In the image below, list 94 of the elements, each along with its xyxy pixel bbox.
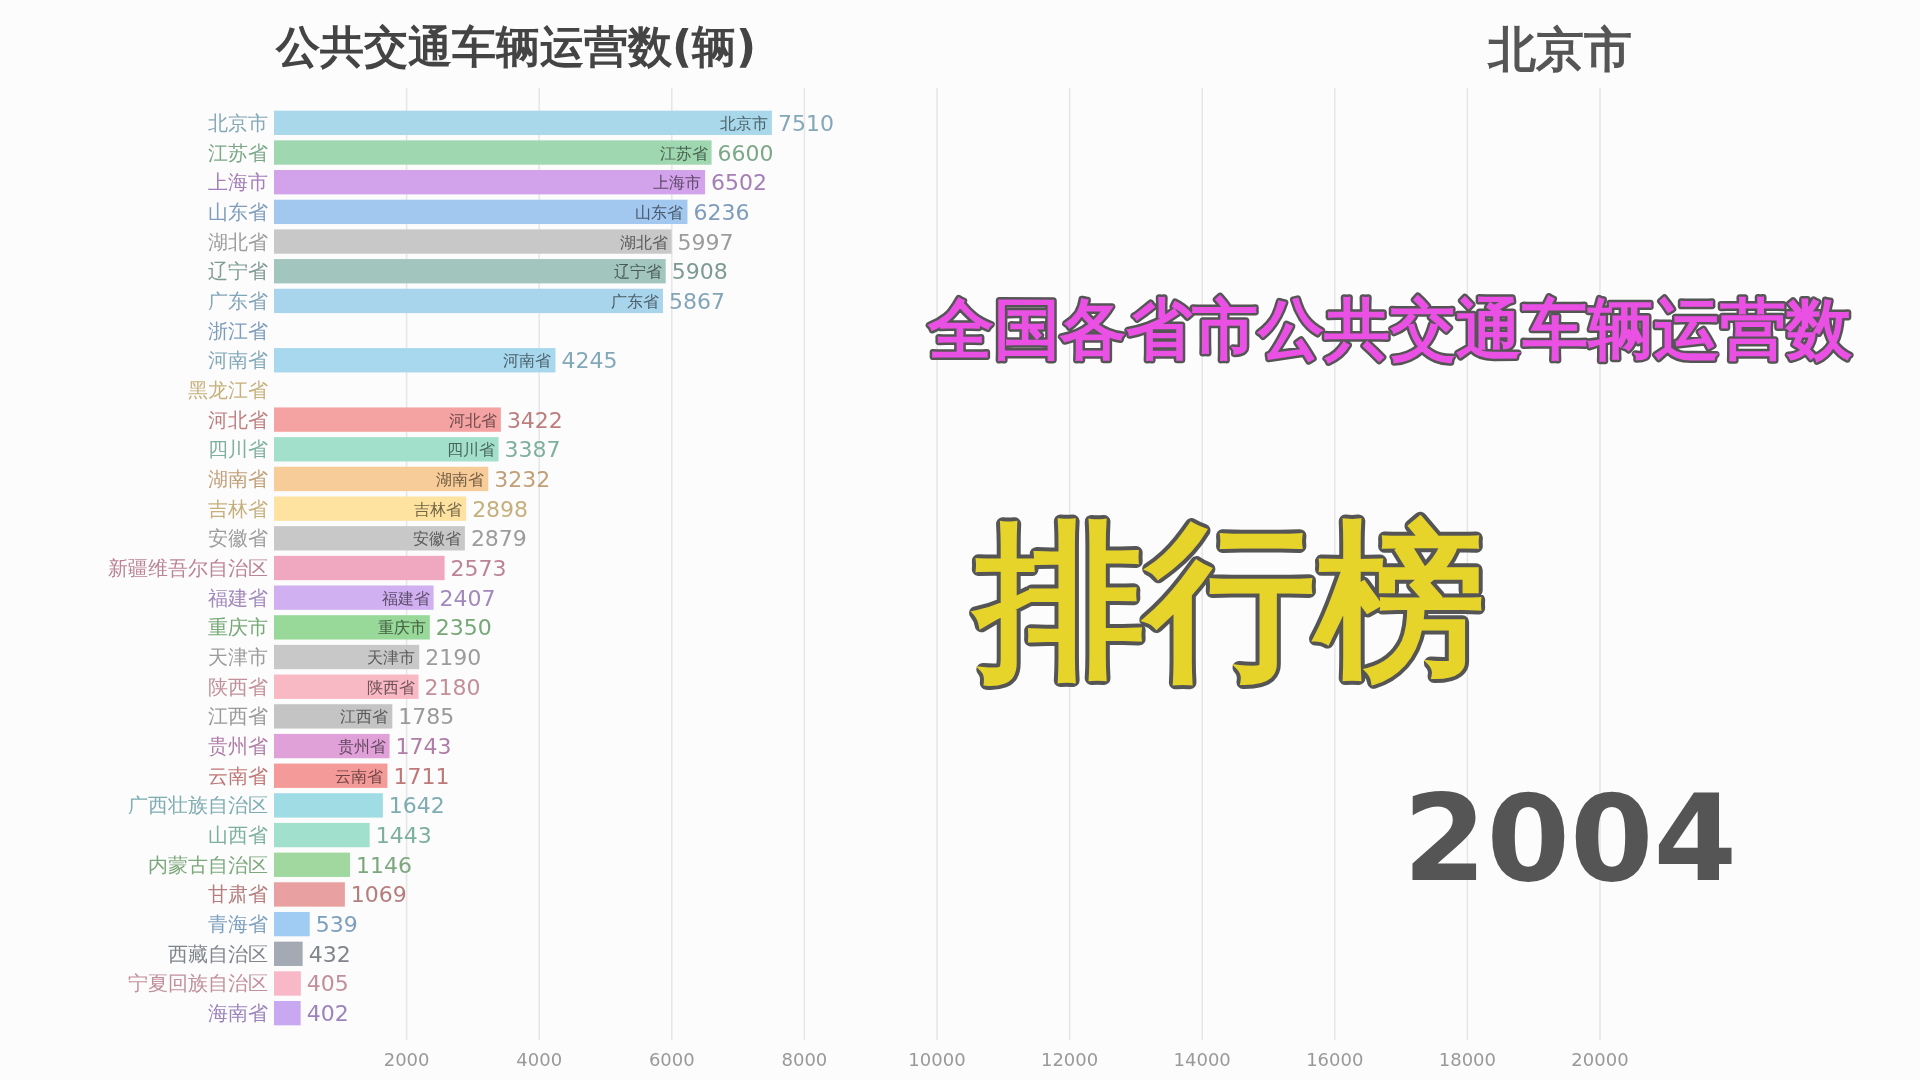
value-label: 6600	[717, 140, 774, 166]
bar-name: 湖北省	[619, 232, 668, 252]
value-label: 3232	[494, 466, 551, 492]
category-label: 新疆维吾尔自治区	[108, 556, 268, 580]
category-label: 广东省	[208, 288, 268, 313]
category-label: 山西省	[208, 823, 268, 848]
value-label: 6236	[693, 199, 750, 225]
bar-name: 天津市	[367, 648, 416, 668]
value-label: 4245	[561, 348, 618, 374]
category-label: 上海市	[208, 170, 268, 195]
value-label: 2350	[435, 615, 492, 641]
bar-name: 上海市	[653, 173, 702, 193]
value-label: 1146	[356, 852, 412, 878]
category-label: 黑龙江省	[188, 377, 268, 402]
annotation: 全国各省市公共交通车辆运营数	[928, 291, 1852, 368]
category-label: 广西壮族自治区	[128, 793, 268, 818]
xtick-label: 16000	[1306, 1049, 1364, 1070]
value-label: 2879	[470, 526, 527, 552]
value-label: 2190	[425, 645, 482, 671]
value-label: 405	[306, 971, 349, 997]
category-label: 江西省	[208, 704, 268, 729]
bar-name: 贵州省	[337, 737, 386, 757]
xtick-label: 4000	[516, 1049, 563, 1070]
value-label: 402	[306, 1001, 349, 1027]
xtick-label: 18000	[1438, 1049, 1497, 1070]
annotation: 2004	[1403, 769, 1737, 908]
value-label: 1785	[398, 704, 455, 730]
bar-name: 江苏省	[659, 143, 708, 163]
value-label: 1642	[388, 793, 445, 819]
category-label: 贵州省	[208, 734, 268, 759]
title: 公共交通车辆运营数(辆)	[276, 21, 757, 72]
xtick-label: 20000	[1571, 1049, 1629, 1070]
category-label: 湖北省	[208, 229, 268, 254]
value-label: 432	[308, 941, 351, 967]
category-label: 江苏省	[208, 140, 268, 165]
category-label: 海南省	[208, 1001, 268, 1026]
value-label: 5867	[669, 288, 725, 314]
bar-name: 河南省	[503, 351, 552, 371]
xtick-label: 6000	[648, 1049, 695, 1070]
category-label: 河南省	[208, 348, 268, 373]
xtick-label: 10000	[908, 1049, 966, 1070]
xtick-label: 14000	[1173, 1049, 1231, 1070]
bar-name: 云南省	[335, 766, 384, 786]
xtick-label: 8000	[781, 1049, 828, 1070]
bar-name: 辽宁省	[613, 262, 662, 282]
category-label: 湖南省	[208, 466, 268, 491]
category-label: 北京市	[208, 110, 268, 135]
category-label: 河北省	[208, 407, 268, 432]
value-label: 2180	[424, 674, 481, 700]
category-label: 青海省	[208, 912, 268, 937]
category-label: 安徽省	[208, 526, 268, 551]
value-label: 1743	[395, 734, 452, 760]
category-label: 浙江省	[208, 318, 268, 343]
bar-name: 山东省	[635, 202, 684, 222]
category-label: 内蒙古自治区	[148, 852, 268, 877]
bar-name: 福建省	[381, 588, 430, 608]
category-label: 云南省	[208, 763, 268, 788]
category-label: 宁夏回族自治区	[128, 971, 268, 996]
xtick-label: 2000	[383, 1049, 430, 1070]
value-label: 539	[315, 912, 358, 938]
value-label: 1711	[393, 763, 450, 789]
category-label: 天津市	[208, 645, 268, 670]
value-label: 1443	[375, 823, 432, 849]
value-label: 5908	[671, 259, 728, 285]
value-label: 2573	[450, 556, 507, 581]
value-label: 3387	[504, 437, 561, 463]
value-label: 7510	[777, 110, 834, 136]
xtick-label: 12000	[1040, 1049, 1099, 1070]
bar-name: 湖南省	[436, 469, 485, 489]
bar-name: 四川省	[446, 440, 495, 460]
category-label: 吉林省	[208, 496, 268, 521]
category-label: 西藏自治区	[168, 941, 268, 966]
bar-name: 重庆市	[377, 618, 426, 638]
category-label: 四川省	[208, 437, 268, 462]
bar-name: 吉林省	[414, 499, 463, 519]
value-label: 2898	[472, 496, 529, 522]
category-label: 重庆市	[208, 615, 268, 640]
category-label: 陕西省	[208, 674, 268, 699]
value-label: 1069	[350, 882, 407, 908]
category-label: 甘肃省	[208, 882, 268, 907]
value-label: 2407	[439, 585, 496, 611]
bar-name: 江西省	[340, 707, 389, 727]
value-label: 6502	[711, 170, 768, 196]
bar-name: 安徽省	[412, 529, 461, 549]
category-label: 辽宁省	[208, 259, 268, 284]
category-label: 福建省	[208, 585, 268, 610]
annotation: 北京市	[1488, 21, 1632, 77]
bar-name: 广东省	[611, 291, 659, 311]
value-label: 3422	[506, 407, 563, 433]
bar-name: 北京市	[719, 113, 768, 133]
bar-name: 河北省	[448, 410, 497, 430]
value-label: 5997	[677, 229, 734, 255]
bar-name: 陕西省	[366, 677, 415, 697]
category-label: 山东省	[208, 199, 268, 224]
